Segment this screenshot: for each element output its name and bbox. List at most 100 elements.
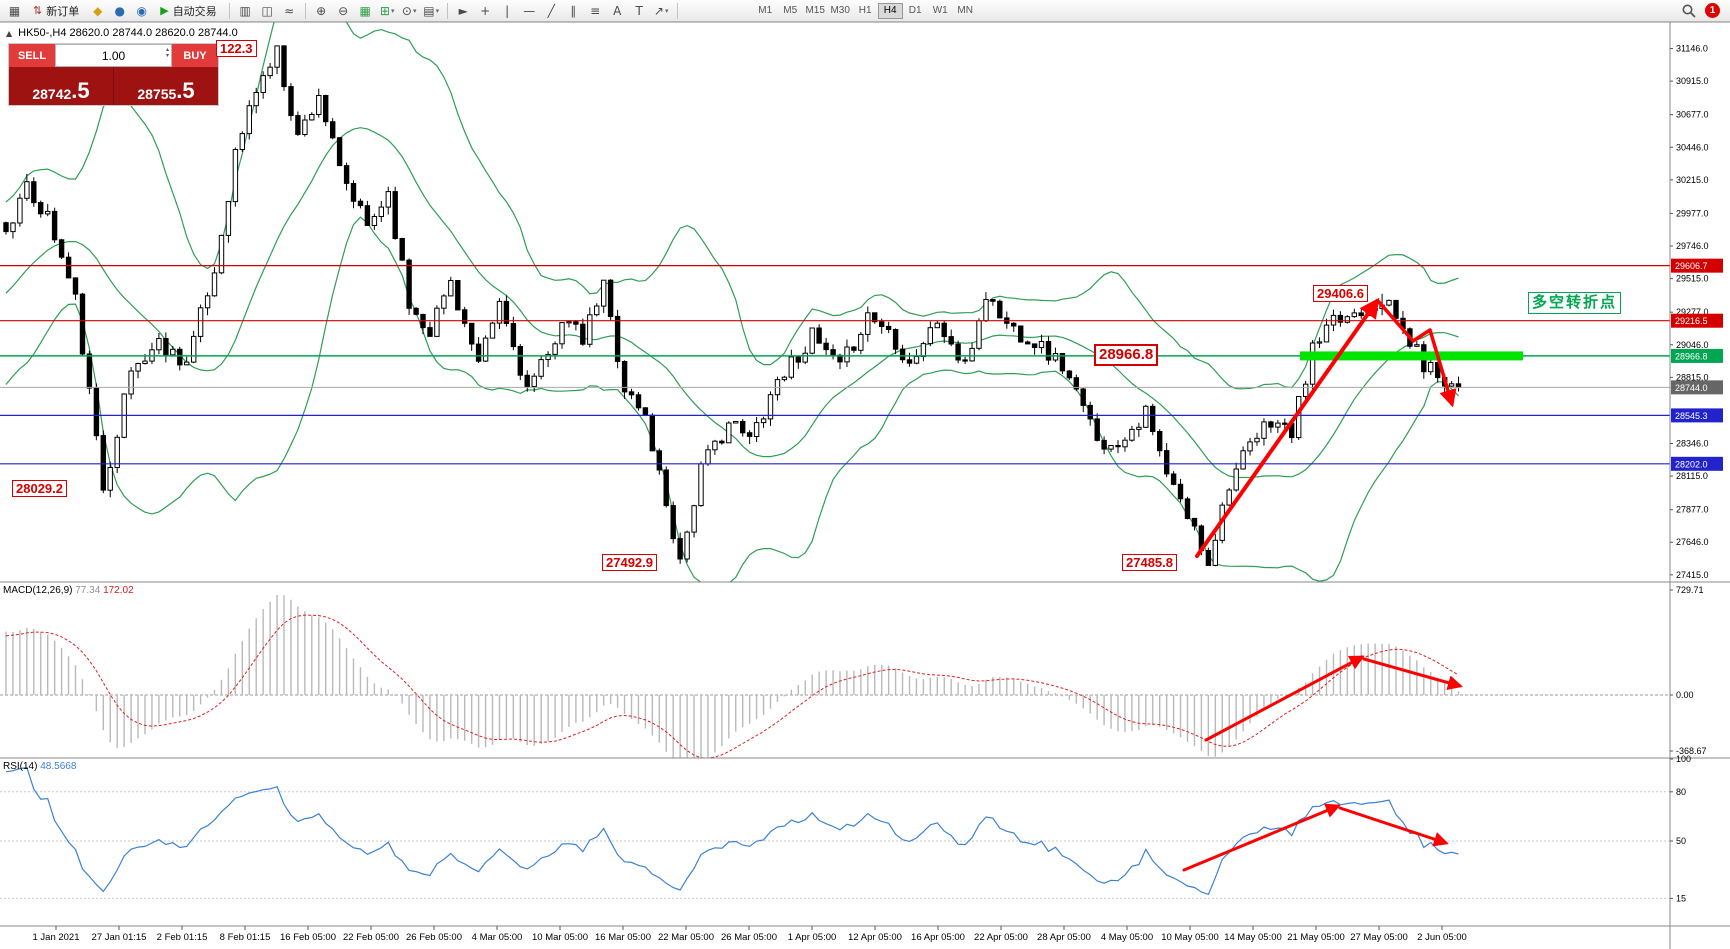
volume-spinner: ▴ ▾ [166,47,169,59]
search-icon[interactable] [1681,3,1697,19]
zoom-in-icon[interactable]: ⊕ [316,3,327,18]
sell-price[interactable]: 28742.5 [9,67,113,105]
vertical-line-icon[interactable]: | [505,3,510,18]
community-icon[interactable]: ◉ [136,3,147,18]
svg-text:22 Feb 05:00: 22 Feb 05:00 [343,932,399,943]
low-price-label-27492[interactable]: 27492.9 [602,554,657,571]
key-level-label-28966[interactable]: 28966.8 [1094,344,1159,366]
volume-increase-icon[interactable]: ▴ [165,46,169,53]
templates-icon[interactable]: ▤ ▾ [423,3,440,18]
notification-badge[interactable]: 1 [1705,3,1720,18]
metaeditor-icon[interactable]: ◆ [93,3,103,18]
rsi-name: RSI(14) [3,761,38,772]
svg-text:12 Apr 05:00: 12 Apr 05:00 [848,932,902,943]
timeframe-MN[interactable]: MN [957,5,973,16]
svg-text:22 Apr 05:00: 22 Apr 05:00 [974,932,1028,943]
charts-icon[interactable]: ▦ [8,3,21,18]
svg-text:10 May 05:00: 10 May 05:00 [1161,932,1219,943]
volume-field[interactable]: 1.00 ▴ ▾ [55,44,172,67]
svg-text:30677.0: 30677.0 [1676,110,1709,120]
buy-button[interactable]: BUY [172,44,218,67]
svg-text:27877.0: 27877.0 [1676,505,1709,515]
horizontal-line-icon[interactable]: — [523,3,536,18]
timeframe-M5[interactable]: M5 [783,5,798,16]
svg-text:29046.0: 29046.0 [1676,340,1709,350]
zoom-out-icon[interactable]: ⊖ [338,3,349,18]
svg-text:4 Mar 05:00: 4 Mar 05:00 [472,932,523,943]
cursor-icon[interactable]: ► [458,3,468,18]
main-toolbar: ▦ ⇅ 新订单 ◆ ● ◉ ▶ 自动交易 ▥ ◫ ≈ ⊕ ⊖ ▦ ⊞ ▾ ⊙ ▾ ▤… [0,0,1730,22]
svg-text:27 May 05:00: 27 May 05:00 [1350,932,1408,943]
buy-price-pip: .5 [176,78,195,103]
macd-plot [0,595,1670,758]
autotrading-button[interactable]: ▶ 自动交易 [153,2,223,20]
indicators-icon[interactable]: ⊞ ▾ [379,3,395,18]
bar-chart-icon[interactable]: ▥ [239,3,251,18]
line-chart-icon[interactable]: ≈ [284,3,295,18]
sell-price-main: 28742 [32,85,72,102]
trendline-icon[interactable]: ╱ [547,3,555,18]
symbol-info: ▲ HK50-,H4 28620.0 28744.0 28620.0 28744… [6,27,238,39]
crosshair-icon[interactable]: + [480,3,491,18]
toolbar-separator [304,2,306,19]
svg-text:28202.0: 28202.0 [1675,459,1708,469]
fibonacci-icon[interactable]: ≡ [590,3,601,18]
svg-text:27646.0: 27646.0 [1676,537,1709,547]
macd-value-main: 77.34 [75,585,101,596]
channel-icon[interactable]: ∥ [570,3,577,18]
svg-text:29515.0: 29515.0 [1676,274,1709,284]
timeframe-H1[interactable]: H1 [858,5,872,16]
svg-text:4 May 05:00: 4 May 05:00 [1101,932,1153,943]
one-click-trading-panel: SELL 1.00 ▴ ▾ BUY 28742.5 28755.5 [9,44,218,105]
new-order-button[interactable]: ⇅ 新订单 [26,2,86,20]
autotrading-label: 自动交易 [172,5,217,18]
high-price-label[interactable]: 122.3 [216,40,257,57]
svg-text:28744.0: 28744.0 [1675,383,1708,393]
svg-text:100: 100 [1676,754,1691,764]
svg-text:30215.0: 30215.0 [1676,175,1709,185]
svg-text:15: 15 [1676,893,1686,903]
sell-button[interactable]: SELL [9,44,55,67]
svg-text:729.71: 729.71 [1676,585,1704,595]
timeframe-D1[interactable]: D1 [908,5,922,16]
periods-icon[interactable]: ⊙ ▾ [401,3,417,18]
svg-text:1 Jan 2021: 1 Jan 2021 [32,932,79,943]
timeframe-M1[interactable]: M1 [758,5,773,16]
svg-text:1 Apr 05:00: 1 Apr 05:00 [788,932,837,943]
volume-decrease-icon[interactable]: ▾ [165,52,169,59]
svg-text:30446.0: 30446.0 [1676,142,1709,152]
toolbar-separator [228,2,230,19]
svg-text:27415.0: 27415.0 [1676,570,1709,580]
buy-price-main: 28755 [137,85,177,102]
arrows-icon[interactable]: ↗ ▾ [653,3,669,18]
timeframe-M30[interactable]: M30 [830,5,850,16]
label-icon[interactable]: T [635,3,643,18]
low-price-label-28029[interactable]: 28029.2 [12,480,67,497]
tile-windows-icon[interactable]: ▦ [359,3,371,18]
svg-text:2 Jun 05:00: 2 Jun 05:00 [1417,932,1467,943]
svg-text:28815.0: 28815.0 [1676,372,1709,382]
candlestick-chart-icon[interactable]: ◫ [261,3,273,18]
svg-text:16 Feb 05:00: 16 Feb 05:00 [280,932,336,943]
svg-text:27 Jan 01:15: 27 Jan 01:15 [92,932,147,943]
timeframe-W1[interactable]: W1 [932,5,948,16]
peak-price-label-29406[interactable]: 29406.6 [1313,285,1368,302]
svg-text:29216.5: 29216.5 [1675,316,1708,326]
toolbar-separator [446,2,448,19]
buy-price[interactable]: 28755.5 [113,67,218,105]
new-order-label: 新订单 [46,5,80,18]
svg-text:29606.7: 29606.7 [1675,261,1708,271]
svg-text:29277.0: 29277.0 [1676,307,1709,317]
timeframe-H4[interactable]: H4 [877,2,903,19]
autotrading-icon: ▶ [160,4,169,17]
oneclick-collapse-icon[interactable]: ▲ [6,28,13,38]
text-icon[interactable]: A [613,3,622,18]
timeframe-M15[interactable]: M15 [805,5,825,16]
rsi-plot [0,766,1670,899]
svg-text:16 Mar 05:00: 16 Mar 05:00 [595,932,651,943]
low-price-label-27485[interactable]: 27485.8 [1122,554,1177,571]
profile-icon[interactable]: ● [114,3,125,18]
turning-point-label[interactable]: 多空转折点 [1528,292,1622,314]
